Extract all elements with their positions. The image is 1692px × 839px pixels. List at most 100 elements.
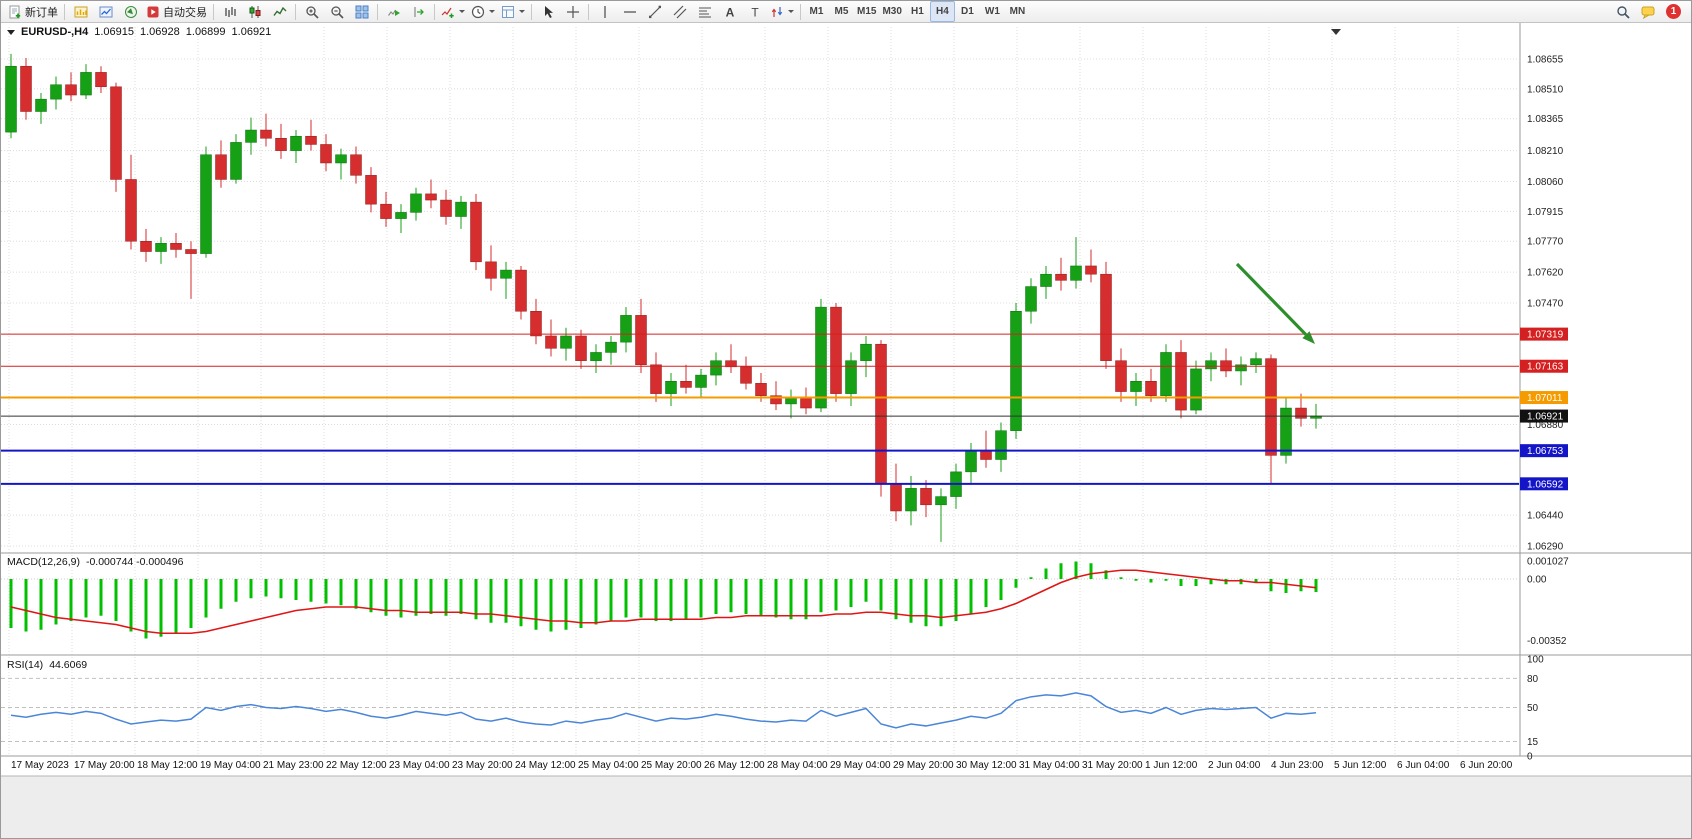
arrow-object[interactable]: [1235, 262, 1315, 344]
new-order-button[interactable]: 新订单: [5, 1, 61, 22]
macd-signal-line: [10, 569, 1317, 635]
candle-body: [1085, 265, 1097, 275]
macd-bar: [1014, 579, 1018, 588]
macd-bar: [1194, 579, 1198, 586]
time-axis-label: 18 May 12:00: [137, 760, 198, 771]
macd-bar: [909, 579, 913, 623]
tf-d1-label: D1: [961, 6, 974, 17]
tf-h1[interactable]: H1: [905, 1, 930, 22]
macd-bar: [534, 579, 538, 630]
macd-bar: [279, 579, 283, 599]
horizontal-line-button[interactable]: [617, 1, 642, 22]
macd-bar: [54, 579, 58, 625]
macd-bar: [204, 579, 208, 618]
macd-bar: [39, 579, 43, 630]
chevron-down-icon: [788, 10, 794, 13]
search-button[interactable]: [1610, 1, 1635, 22]
bar-chart-button[interactable]: [217, 1, 242, 22]
macd-bar: [354, 579, 358, 609]
macd-axis-label: 0.001027: [1527, 557, 1569, 568]
rsi-panel: 100 80 50 15 0: [1, 655, 1544, 763]
candle-body: [1130, 381, 1142, 392]
cursor-button[interactable]: [535, 1, 560, 22]
indicators-button[interactable]: [438, 1, 468, 22]
chart-shift-button[interactable]: [406, 1, 431, 22]
tf-m5-label: M5: [834, 6, 849, 17]
macd-bar: [954, 579, 958, 621]
time-axis-label: 31 May 04:00: [1019, 760, 1080, 771]
label-button[interactable]: T: [742, 1, 767, 22]
rsi-axis-label: 0: [1527, 752, 1533, 763]
candle-body: [1025, 286, 1037, 312]
candle-body: [995, 430, 1007, 460]
tf-m1-label: M1: [809, 6, 824, 17]
svg-text:1.06753: 1.06753: [1527, 446, 1564, 457]
tf-m30[interactable]: M30: [879, 1, 904, 22]
candle-body: [485, 261, 497, 279]
chart-high-value: 1.06928: [140, 26, 180, 38]
charts-button[interactable]: [68, 1, 93, 22]
tile-windows-button[interactable]: [349, 1, 374, 22]
rsi-axis-label: 80: [1527, 674, 1539, 685]
macd-title: MACD(12,26,9): [7, 556, 80, 568]
vertical-line-button[interactable]: [592, 1, 617, 22]
time-axis-label: 22 May 12:00: [326, 760, 387, 771]
macd-bar: [1149, 579, 1153, 583]
macd-bar: [219, 579, 223, 609]
zoom-in-icon: [305, 5, 319, 19]
zoom-out-button[interactable]: [324, 1, 349, 22]
candle-body: [155, 243, 167, 252]
candle-body: [635, 315, 647, 366]
candle-body: [440, 199, 452, 217]
svg-text:T: T: [751, 5, 759, 19]
macd-bar: [834, 579, 838, 611]
periods-button[interactable]: [468, 1, 498, 22]
line-chart-button[interactable]: [267, 1, 292, 22]
arrows-button[interactable]: [767, 1, 797, 22]
toolbar-separator: [213, 3, 214, 20]
autotrading-button[interactable]: 自动交易: [143, 1, 210, 22]
candle-body: [740, 366, 752, 384]
templates-button[interactable]: [498, 1, 528, 22]
collapse-caret-icon[interactable]: [7, 29, 15, 35]
tf-d1[interactable]: D1: [955, 1, 980, 22]
chart-window[interactable]: 1.08655 1.08510 1.08365 1.08210 1.08060 1.079…: [1, 23, 1692, 839]
tf-m15[interactable]: M15: [854, 1, 879, 22]
market-watch-button[interactable]: [93, 1, 118, 22]
candle-body: [80, 72, 92, 96]
zoom-in-button[interactable]: [299, 1, 324, 22]
candle-body: [500, 269, 512, 279]
chart-corner-caret-icon[interactable]: [1331, 29, 1341, 35]
candle-body: [380, 203, 392, 219]
candle-body: [1280, 407, 1292, 456]
candle-body: [425, 193, 437, 201]
tf-h4[interactable]: H4: [929, 1, 955, 22]
candle-body: [1190, 368, 1202, 411]
tf-w1[interactable]: W1: [980, 1, 1005, 22]
macd-bar: [609, 579, 613, 621]
market-watch-icon: [99, 5, 113, 19]
channel-button[interactable]: [667, 1, 692, 22]
fibonacci-button[interactable]: [692, 1, 717, 22]
macd-bar: [714, 579, 718, 614]
auto-scroll-button[interactable]: [381, 1, 406, 22]
macd-bar: [459, 579, 463, 614]
tf-m1[interactable]: M1: [804, 1, 829, 22]
tf-m5[interactable]: M5: [829, 1, 854, 22]
trendline-button[interactable]: [642, 1, 667, 22]
chat-button[interactable]: [1635, 1, 1660, 22]
candle-body: [1070, 265, 1082, 281]
macd-bar: [939, 579, 943, 627]
candlestick-chart-button[interactable]: [242, 1, 267, 22]
macd-bar: [174, 579, 178, 634]
price-chart[interactable]: 1.08655 1.08510 1.08365 1.08210 1.08060 1.079…: [1, 23, 1692, 839]
crosshair-button[interactable]: [560, 1, 585, 22]
navigator-button[interactable]: [118, 1, 143, 22]
tf-mn[interactable]: MN: [1005, 1, 1030, 22]
notification-badge[interactable]: 1: [1666, 4, 1681, 19]
text-button[interactable]: A: [717, 1, 742, 22]
time-axis-label: 21 May 23:00: [263, 760, 324, 771]
candle-body: [20, 65, 32, 112]
price-axis-label: 1.08655: [1527, 55, 1564, 66]
chart-low-value: 1.06899: [185, 26, 226, 38]
